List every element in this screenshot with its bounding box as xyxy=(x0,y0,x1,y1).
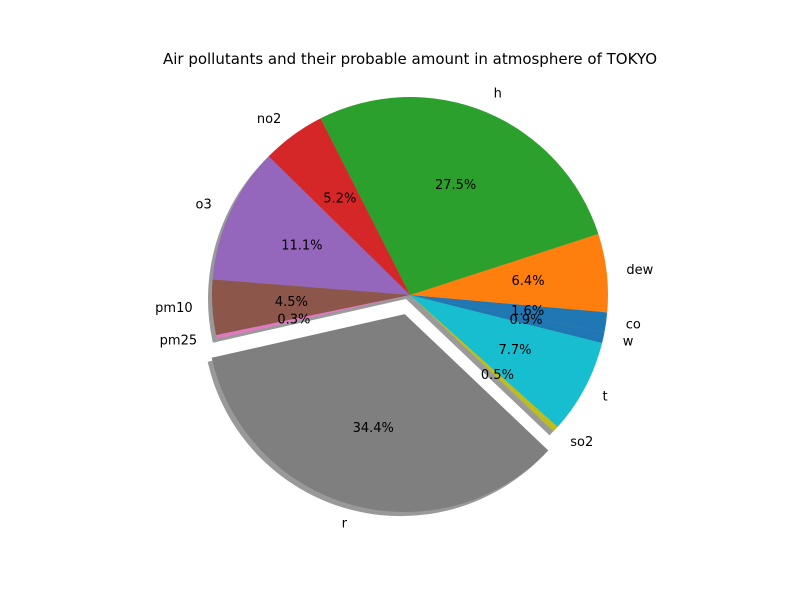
slice-label-so2: so2 xyxy=(570,435,593,450)
pie-slice-w xyxy=(410,295,605,344)
slice-label-o3: o3 xyxy=(196,197,212,212)
slice-layer xyxy=(211,96,608,513)
slice-label-h: h xyxy=(494,86,502,101)
pie-slice-r xyxy=(211,314,549,513)
slice-percent-pm10: 4.5% xyxy=(275,295,308,310)
label-layer: co 1.6% dew 6.4% h 27.5% no2 5.2% o3 11.1% pm10 4.5… xyxy=(155,86,654,531)
pie-slice-pm10 xyxy=(211,279,410,336)
pie-slice-pm25 xyxy=(216,295,410,339)
slice-percent-pm25: 0.3% xyxy=(277,313,310,328)
slice-label-dew: dew xyxy=(626,263,653,278)
pie-slice-so2 xyxy=(410,295,558,432)
slice-label-w: w xyxy=(623,334,634,349)
slice-percent-no2: 5.2% xyxy=(323,192,356,207)
slice-label-t: t xyxy=(603,389,608,404)
slice-percent-t: 7.7% xyxy=(498,343,531,358)
slice-label-pm25: pm25 xyxy=(160,334,197,349)
pie-slice-dew xyxy=(410,233,608,313)
slice-label-pm10: pm10 xyxy=(155,301,192,316)
chart-title: Air pollutants and their probable amount… xyxy=(163,50,657,68)
pie-slice-co xyxy=(410,295,608,333)
pie-slice-t xyxy=(410,295,603,427)
pie-slice-h xyxy=(320,96,599,295)
slice-percent-h: 27.5% xyxy=(435,178,476,193)
slice-label-r: r xyxy=(342,517,348,532)
slice-percent-o3: 11.1% xyxy=(281,238,322,253)
pie-slice-no2 xyxy=(268,118,410,295)
slice-label-no2: no2 xyxy=(257,112,281,127)
slice-percent-dew: 6.4% xyxy=(512,274,545,289)
slice-shadow-pm25 xyxy=(212,299,406,343)
pie-slice-o3 xyxy=(212,156,410,295)
slice-percent-w: 0.9% xyxy=(510,313,543,328)
slice-label-co: co xyxy=(626,318,641,333)
slice-percent-r: 34.4% xyxy=(353,421,394,436)
slice-shadow-so2 xyxy=(406,299,554,436)
slice-percent-so2: 0.5% xyxy=(481,368,514,383)
slice-percent-co: 1.6% xyxy=(511,304,544,319)
